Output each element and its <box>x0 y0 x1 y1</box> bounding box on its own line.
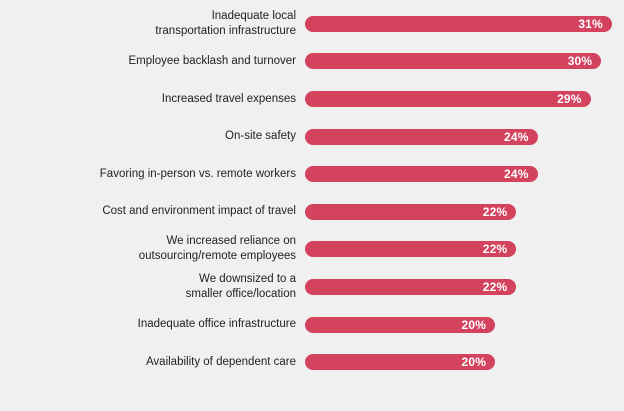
bar-track: 22% <box>305 241 612 258</box>
chart-row: Availability of dependent care 20% <box>8 343 612 381</box>
chart-row: Inadequate local transportation infrastr… <box>8 5 612 43</box>
bar-track: 24% <box>305 128 612 145</box>
bar-label: Availability of dependent care <box>145 355 296 368</box>
bar-value-label: 20% <box>461 317 487 332</box>
chart-row: We increased reliance on outsourcing/rem… <box>8 231 612 269</box>
chart-row: Increased travel expenses 29% <box>8 80 612 118</box>
bar-label: Cost and environment impact of travel <box>102 205 296 218</box>
bar-label: We increased reliance on outsourcing/rem… <box>138 235 296 263</box>
bar: 20% <box>305 354 496 371</box>
bar-label: Employee backlash and turnover <box>128 54 297 67</box>
bar-value-label: 24% <box>503 129 529 144</box>
bar-track: 20% <box>305 316 612 333</box>
chart-row: Favoring in-person vs. remote workers 24… <box>8 155 612 193</box>
bar-label: Favoring in-person vs. remote workers <box>99 167 296 180</box>
bar: 29% <box>305 90 591 107</box>
bar-value-label: 30% <box>567 54 593 69</box>
bar-value-label: 22% <box>482 279 508 294</box>
bar: 31% <box>305 15 612 32</box>
bar-track: 22% <box>305 203 612 220</box>
bar-value-label: 29% <box>557 91 582 106</box>
bar-track: 31% <box>305 15 612 32</box>
bar-track: 22% <box>305 278 612 295</box>
chart-row: Inadequate office infrastructure 20% <box>8 306 612 344</box>
bar-track: 24% <box>305 166 612 183</box>
bar-value-label: 22% <box>482 204 508 219</box>
bar-label: On-site safety <box>225 130 296 143</box>
chart-row: Cost and environment impact of travel 22… <box>8 193 612 231</box>
bar-value-label: 31% <box>578 16 603 31</box>
chart-row: We downsized to a smaller office/locatio… <box>8 268 612 306</box>
bar-value-label: 22% <box>482 242 508 257</box>
bar-label: Inadequate office infrastructure <box>137 318 296 331</box>
bar: 24% <box>305 166 538 183</box>
bar-value-label: 24% <box>503 167 529 182</box>
bar: 20% <box>305 316 496 333</box>
chart-rows: Inadequate local transportation infrastr… <box>8 5 612 381</box>
bar: 30% <box>305 53 602 70</box>
bar-label: We downsized to a smaller office/locatio… <box>185 273 296 300</box>
bar: 22% <box>305 241 517 258</box>
bar-track: 20% <box>305 354 612 371</box>
chart-row: Employee backlash and turnover 30% <box>8 43 612 81</box>
bar: 22% <box>305 203 517 220</box>
bar-label: Inadequate local transportation infrastr… <box>155 9 296 37</box>
bar-track: 30% <box>305 53 612 70</box>
bar-value-label: 20% <box>461 355 487 370</box>
chart-row: On-site safety 24% <box>8 118 612 156</box>
bar-track: 29% <box>305 90 612 107</box>
bar: 24% <box>305 128 538 145</box>
bar: 22% <box>305 278 517 295</box>
bar-label: Increased travel expenses <box>161 92 296 105</box>
